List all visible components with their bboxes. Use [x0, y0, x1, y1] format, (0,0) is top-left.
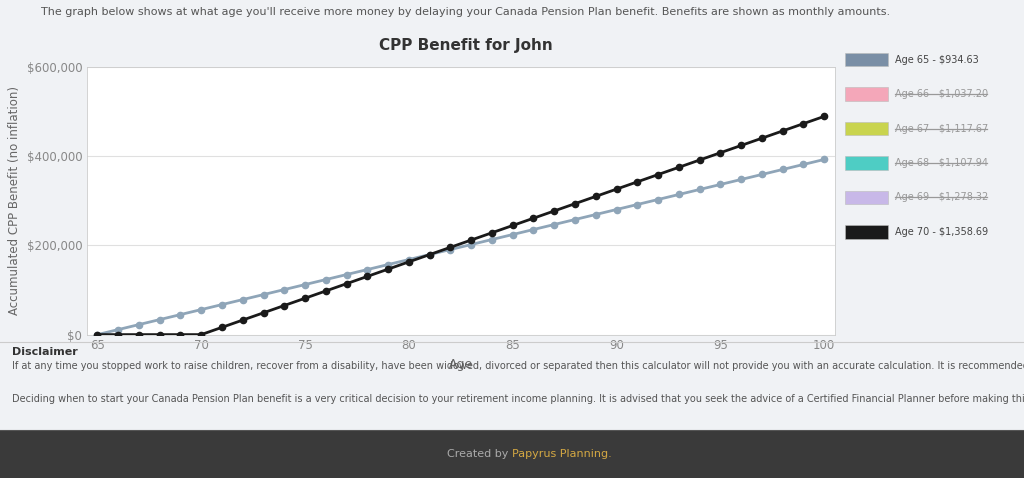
Text: Age 66 - $1,037.20: Age 66 - $1,037.20 — [895, 89, 988, 99]
Text: If at any time you stopped work to raise children, recover from a disability, ha: If at any time you stopped work to raise… — [12, 361, 1024, 371]
Text: Created by: Created by — [447, 449, 512, 459]
Text: Papyrus Planning.: Papyrus Planning. — [512, 449, 611, 459]
Text: Age 69 - $1,278.32: Age 69 - $1,278.32 — [895, 193, 988, 202]
Text: Age 68 - $1,107.94: Age 68 - $1,107.94 — [895, 158, 988, 168]
Y-axis label: Accumulated CPP Benefit (no inflation): Accumulated CPP Benefit (no inflation) — [8, 86, 22, 315]
Text: Age 65 - $934.63: Age 65 - $934.63 — [895, 55, 979, 65]
Text: The graph below shows at what age you'll receive more money by delaying your Can: The graph below shows at what age you'll… — [41, 7, 891, 17]
X-axis label: Age: Age — [449, 358, 473, 371]
Text: Deciding when to start your Canada Pension Plan benefit is a very critical decis: Deciding when to start your Canada Pensi… — [12, 394, 1024, 404]
Text: CPP Benefit for John: CPP Benefit for John — [379, 38, 553, 53]
Text: Disclaimer: Disclaimer — [12, 347, 78, 357]
Text: Age 70 - $1,358.69: Age 70 - $1,358.69 — [895, 227, 988, 237]
Text: Age 67 - $1,117.67: Age 67 - $1,117.67 — [895, 124, 988, 133]
